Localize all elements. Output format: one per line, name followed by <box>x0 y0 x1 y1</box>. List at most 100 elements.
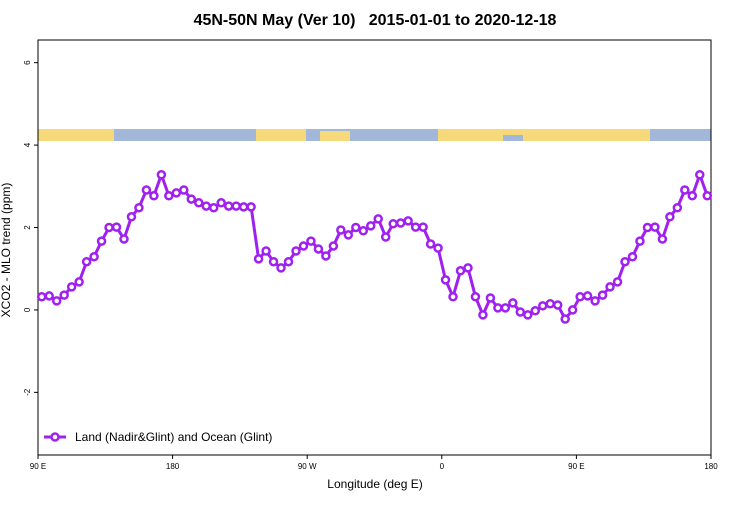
point <box>440 275 451 285</box>
point <box>567 305 578 315</box>
point <box>665 212 675 222</box>
point <box>388 219 398 229</box>
point <box>433 243 443 253</box>
y-tick-label: 4 <box>23 142 32 147</box>
point <box>351 222 361 233</box>
point <box>81 256 92 267</box>
x-axis-label: Longitude (deg E) <box>327 477 422 491</box>
x-tick-label: 0 <box>440 462 445 471</box>
point <box>231 201 241 211</box>
point <box>149 191 159 201</box>
point <box>298 241 309 251</box>
point <box>343 230 354 240</box>
point <box>478 310 488 320</box>
point <box>582 291 593 301</box>
point <box>560 314 570 324</box>
point <box>463 263 473 273</box>
point <box>680 185 690 195</box>
y-tick-label: -2 <box>23 388 32 396</box>
point <box>208 202 219 213</box>
point <box>448 291 458 302</box>
land-strip <box>256 129 306 141</box>
x-tick-label: 90 E <box>30 462 46 471</box>
x-tick-label: 180 <box>166 462 180 471</box>
point <box>261 246 271 256</box>
x-tick-label: 90 E <box>568 462 584 471</box>
point <box>493 303 503 313</box>
point <box>672 202 683 213</box>
point <box>410 222 421 232</box>
point <box>620 256 630 267</box>
point <box>515 307 526 317</box>
y-tick-label: 0 <box>23 307 32 312</box>
point <box>44 291 54 301</box>
point <box>358 226 369 236</box>
point <box>268 256 279 267</box>
point <box>306 236 316 246</box>
point <box>702 191 713 201</box>
point <box>171 188 182 198</box>
point <box>156 170 167 180</box>
point <box>104 222 114 233</box>
point <box>89 252 99 262</box>
x-tick-label: 180 <box>704 462 718 471</box>
point <box>134 202 144 213</box>
point <box>126 212 137 222</box>
point <box>500 303 511 313</box>
point <box>36 291 47 302</box>
point <box>223 201 234 211</box>
point <box>66 282 77 292</box>
point <box>74 277 84 287</box>
ocean-strip <box>503 135 523 141</box>
point <box>627 252 638 262</box>
point <box>575 291 585 302</box>
x-tick-label: 90 W <box>298 462 317 471</box>
point <box>201 201 211 211</box>
point <box>216 198 226 208</box>
plot-frame <box>37 39 712 456</box>
point <box>194 198 204 208</box>
point <box>186 194 197 204</box>
legend-marker <box>50 432 60 442</box>
series-line <box>41 170 709 322</box>
point <box>485 293 496 303</box>
land-strip <box>38 129 114 141</box>
point <box>59 290 69 300</box>
point <box>111 222 122 232</box>
point <box>313 244 324 254</box>
y-tick-label: 2 <box>23 225 32 230</box>
point <box>523 310 533 320</box>
point <box>291 246 301 256</box>
point <box>141 185 152 195</box>
point <box>336 225 346 235</box>
point <box>164 191 174 201</box>
point <box>508 298 518 308</box>
point <box>695 170 705 180</box>
point <box>321 251 331 261</box>
point <box>51 296 62 306</box>
point <box>650 222 660 232</box>
point <box>590 296 600 306</box>
map-strip <box>38 129 711 141</box>
chart-title: 45N-50N May (Ver 10) 2015-01-01 to 2020-… <box>194 12 557 29</box>
point <box>597 290 608 300</box>
point <box>425 239 436 249</box>
legend-label: Land (Nadir&Glint) and Ocean (Glint) <box>75 430 272 444</box>
point <box>373 214 383 224</box>
point <box>283 256 294 267</box>
point <box>179 185 189 195</box>
point <box>635 236 645 246</box>
point <box>538 301 548 311</box>
point <box>657 234 668 244</box>
point <box>395 218 406 228</box>
y-axis-label: XCO2 - MLO trend (ppm) <box>0 183 13 318</box>
point <box>530 306 541 316</box>
land-strip <box>438 129 650 141</box>
point <box>380 232 391 242</box>
point <box>455 266 466 276</box>
point <box>119 234 129 244</box>
point <box>366 221 376 231</box>
point <box>687 191 698 201</box>
point <box>470 291 481 302</box>
